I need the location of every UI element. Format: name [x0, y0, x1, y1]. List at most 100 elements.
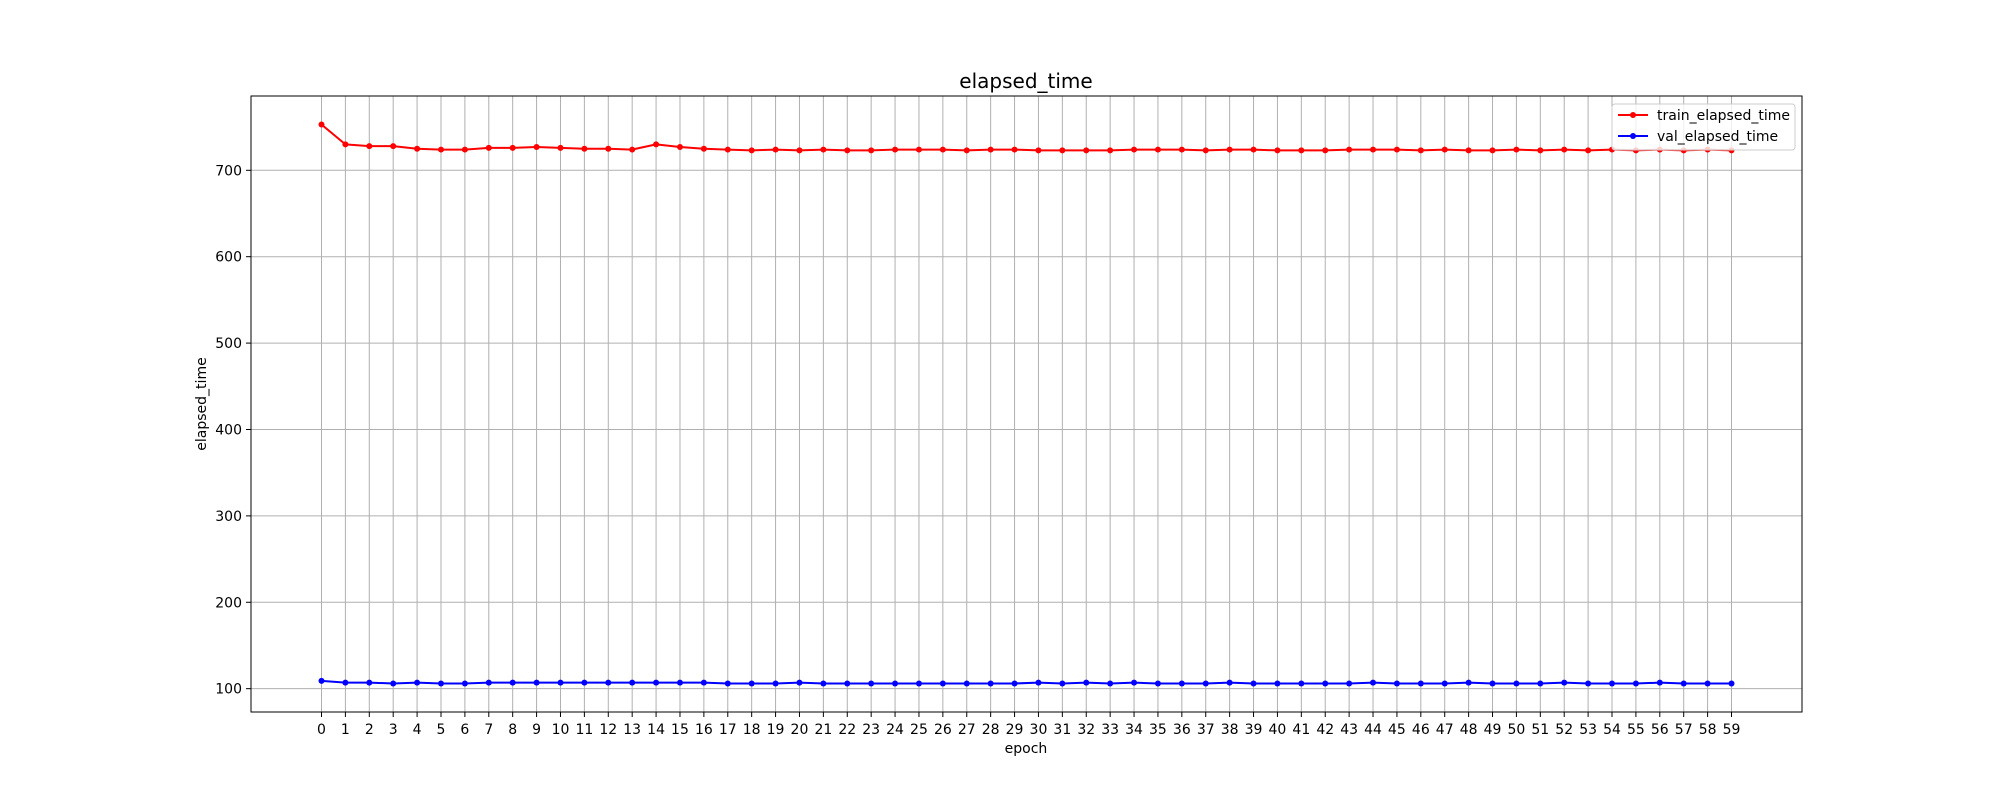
data-point-val-elapsed-time	[1250, 680, 1257, 687]
data-point-val-elapsed-time	[844, 680, 851, 687]
data-point-train-elapsed-time	[939, 146, 946, 153]
x-tick-label: 42	[1316, 722, 1334, 738]
x-tick-label: 52	[1555, 722, 1573, 738]
data-point-train-elapsed-time	[342, 141, 349, 148]
data-point-train-elapsed-time	[676, 143, 683, 150]
x-tick-label: 19	[767, 722, 785, 738]
x-tick-label: 27	[958, 722, 976, 738]
y-tick-label: 400	[215, 422, 242, 438]
x-tick-label: 0	[317, 722, 326, 738]
x-tick-label: 4	[413, 722, 422, 738]
data-point-val-elapsed-time	[366, 679, 373, 686]
data-point-train-elapsed-time	[390, 143, 397, 150]
x-tick-label: 5	[437, 722, 446, 738]
data-point-train-elapsed-time	[1537, 147, 1544, 154]
x-tick-label: 20	[791, 722, 809, 738]
data-point-val-elapsed-time	[1346, 680, 1353, 687]
data-point-val-elapsed-time	[1561, 679, 1568, 686]
x-tick-label: 44	[1364, 722, 1382, 738]
data-point-val-elapsed-time	[1298, 680, 1305, 687]
data-point-val-elapsed-time	[1417, 680, 1424, 687]
data-point-train-elapsed-time	[1250, 146, 1257, 153]
data-point-val-elapsed-time	[1585, 680, 1592, 687]
x-tick-label: 18	[743, 722, 761, 738]
data-point-train-elapsed-time	[557, 144, 564, 151]
data-point-train-elapsed-time	[844, 147, 851, 154]
x-tick-label: 36	[1173, 722, 1191, 738]
data-point-train-elapsed-time	[892, 146, 899, 153]
data-point-train-elapsed-time	[1370, 146, 1377, 153]
data-point-val-elapsed-time	[1489, 680, 1496, 687]
data-point-val-elapsed-time	[939, 680, 946, 687]
data-point-val-elapsed-time	[676, 679, 683, 686]
data-point-train-elapsed-time	[1441, 146, 1448, 153]
data-point-val-elapsed-time	[1704, 680, 1711, 687]
data-point-val-elapsed-time	[1465, 679, 1472, 686]
x-tick-label: 21	[814, 722, 832, 738]
data-point-train-elapsed-time	[509, 144, 516, 151]
data-point-val-elapsed-time	[629, 679, 636, 686]
x-tick-label: 55	[1627, 722, 1645, 738]
data-point-val-elapsed-time	[437, 680, 444, 687]
x-tick-label: 26	[934, 722, 952, 738]
x-tick-label: 25	[910, 722, 928, 738]
data-point-train-elapsed-time	[485, 144, 492, 151]
data-point-train-elapsed-time	[772, 146, 779, 153]
x-tick-label: 37	[1197, 722, 1215, 738]
x-tick-label: 31	[1053, 722, 1071, 738]
data-point-train-elapsed-time	[318, 121, 325, 128]
data-point-train-elapsed-time	[581, 145, 588, 152]
x-tick-label: 45	[1388, 722, 1406, 738]
data-point-train-elapsed-time	[700, 145, 707, 152]
data-point-val-elapsed-time	[318, 677, 325, 684]
data-point-val-elapsed-time	[987, 680, 994, 687]
data-point-val-elapsed-time	[581, 679, 588, 686]
data-point-val-elapsed-time	[796, 679, 803, 686]
data-point-train-elapsed-time	[724, 146, 731, 153]
x-tick-label: 28	[982, 722, 1000, 738]
x-tick-label: 17	[719, 722, 737, 738]
data-point-train-elapsed-time	[796, 147, 803, 154]
data-point-val-elapsed-time	[1059, 680, 1066, 687]
data-point-train-elapsed-time	[1154, 146, 1161, 153]
data-point-train-elapsed-time	[748, 147, 755, 154]
legend-marker-train	[1630, 112, 1636, 118]
data-point-val-elapsed-time	[868, 680, 875, 687]
x-tick-label: 53	[1579, 722, 1597, 738]
x-tick-label: 15	[671, 722, 689, 738]
data-point-val-elapsed-time	[1609, 680, 1616, 687]
y-axis-label: elapsed_time	[194, 357, 210, 450]
data-point-val-elapsed-time	[1370, 679, 1377, 686]
x-tick-label: 30	[1030, 722, 1048, 738]
data-point-train-elapsed-time	[533, 143, 540, 150]
data-point-train-elapsed-time	[1011, 146, 1018, 153]
x-tick-label: 11	[575, 722, 593, 738]
data-point-val-elapsed-time	[533, 679, 540, 686]
data-point-train-elapsed-time	[437, 146, 444, 153]
y-tick-label: 600	[215, 250, 242, 266]
x-tick-label: 9	[532, 722, 541, 738]
data-point-train-elapsed-time	[1513, 146, 1520, 153]
x-tick-label: 8	[508, 722, 517, 738]
x-tick-label: 59	[1723, 722, 1741, 738]
x-axis-ticks: 0 1 2 3 4 5 6 7 8 9 10 11 12 13 14 15 16 17 18 19 20 21 22 23 24…	[317, 712, 1740, 738]
data-point-val-elapsed-time	[724, 680, 731, 687]
data-point-train-elapsed-time	[987, 146, 994, 153]
legend-box	[1611, 103, 1796, 151]
data-point-val-elapsed-time	[1226, 679, 1233, 686]
data-point-train-elapsed-time	[1298, 147, 1305, 154]
y-tick-label: 500	[215, 336, 242, 352]
legend-label-val: val_elapsed_time	[1657, 129, 1778, 145]
data-point-val-elapsed-time	[1513, 680, 1520, 687]
data-point-train-elapsed-time	[1322, 147, 1329, 154]
x-tick-label: 43	[1340, 722, 1358, 738]
legend: train_elapsed_time val_elapsed_time	[1611, 103, 1796, 151]
x-tick-label: 33	[1101, 722, 1119, 738]
x-tick-label: 10	[552, 722, 570, 738]
data-point-train-elapsed-time	[1393, 146, 1400, 153]
data-point-train-elapsed-time	[1226, 146, 1233, 153]
data-point-val-elapsed-time	[1393, 680, 1400, 687]
x-tick-label: 49	[1484, 722, 1502, 738]
y-tick-label: 700	[215, 163, 242, 179]
